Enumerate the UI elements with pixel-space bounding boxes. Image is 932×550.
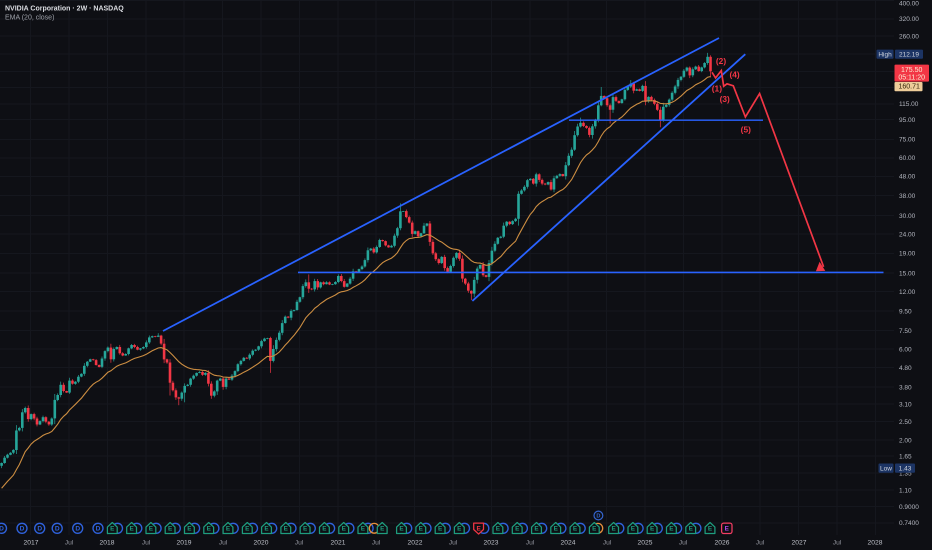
svg-text:1.10: 1.10 <box>899 487 912 494</box>
svg-text:2021: 2021 <box>331 540 346 547</box>
svg-text:E: E <box>129 526 134 533</box>
svg-text:Jul: Jul <box>756 540 765 547</box>
svg-text:E: E <box>168 526 173 533</box>
svg-text:Jul: Jul <box>526 540 535 547</box>
svg-text:30.00: 30.00 <box>899 213 916 220</box>
svg-text:2022: 2022 <box>408 540 423 547</box>
svg-text:05:11:20: 05:11:20 <box>898 75 925 82</box>
svg-text:E: E <box>457 526 462 533</box>
svg-text:EMA (20, close): EMA (20, close) <box>5 14 54 21</box>
svg-text:2019: 2019 <box>177 540 192 547</box>
svg-text:6.00: 6.00 <box>899 346 912 353</box>
svg-text:E: E <box>573 526 578 533</box>
svg-text:D: D <box>596 514 600 520</box>
svg-text:2018: 2018 <box>100 540 115 547</box>
svg-text:E: E <box>438 526 443 533</box>
svg-text:E: E <box>669 526 674 533</box>
svg-text:400.00: 400.00 <box>899 0 919 7</box>
svg-text:E: E <box>245 526 250 533</box>
svg-text:15.00: 15.00 <box>899 270 916 277</box>
svg-text:212.19: 212.19 <box>899 52 919 59</box>
svg-text:Jul: Jul <box>142 540 151 547</box>
svg-text:E: E <box>264 526 269 533</box>
svg-text:E: E <box>476 525 481 532</box>
svg-text:1.35: 1.35 <box>899 470 912 477</box>
svg-text:60.00: 60.00 <box>899 155 916 162</box>
svg-text:E: E <box>207 526 212 533</box>
svg-text:E: E <box>284 526 289 533</box>
svg-text:2.50: 2.50 <box>899 419 912 426</box>
svg-text:2020: 2020 <box>254 540 269 547</box>
svg-text:NVIDIA Corporation · 2W · NASD: NVIDIA Corporation · 2W · NASDAQ <box>5 6 124 13</box>
svg-text:Jul: Jul <box>295 540 304 547</box>
svg-text:(5): (5) <box>741 124 751 134</box>
svg-text:48.00: 48.00 <box>899 174 916 181</box>
svg-text:E: E <box>708 526 713 533</box>
svg-text:3.10: 3.10 <box>899 401 912 408</box>
svg-text:3.80: 3.80 <box>899 384 912 391</box>
svg-text:E: E <box>631 526 636 533</box>
svg-text:E: E <box>380 526 385 533</box>
svg-text:Jul: Jul <box>219 540 228 547</box>
svg-text:Jul: Jul <box>65 540 74 547</box>
svg-text:(2): (2) <box>716 56 726 66</box>
svg-text:7.50: 7.50 <box>899 328 912 335</box>
svg-text:160.71: 160.71 <box>899 84 921 91</box>
svg-text:E: E <box>650 526 655 533</box>
svg-text:E: E <box>322 526 327 533</box>
svg-text:E: E <box>689 526 694 533</box>
svg-text:0.9000: 0.9000 <box>899 504 919 511</box>
svg-text:Low: Low <box>880 465 892 472</box>
svg-text:E: E <box>611 526 616 533</box>
svg-text:Jul: Jul <box>603 540 612 547</box>
svg-text:1.65: 1.65 <box>899 454 912 461</box>
svg-text:95.00: 95.00 <box>899 117 916 124</box>
svg-text:E: E <box>303 526 308 533</box>
svg-text:2.00: 2.00 <box>899 438 912 445</box>
svg-text:12.00: 12.00 <box>899 289 916 296</box>
svg-text:1.43: 1.43 <box>899 465 912 472</box>
svg-text:19.00: 19.00 <box>899 251 916 258</box>
svg-text:75.00: 75.00 <box>899 137 916 144</box>
svg-text:E: E <box>110 526 115 533</box>
svg-text:E: E <box>515 526 520 533</box>
svg-text:2017: 2017 <box>24 540 39 547</box>
svg-text:Jul: Jul <box>372 540 381 547</box>
svg-text:Jul: Jul <box>449 540 458 547</box>
svg-text:24.00: 24.00 <box>899 231 916 238</box>
svg-text:E: E <box>496 526 501 533</box>
svg-text:E: E <box>419 526 424 533</box>
svg-text:E: E <box>226 526 231 533</box>
svg-text:E: E <box>342 526 347 533</box>
svg-text:Jul: Jul <box>833 540 842 547</box>
svg-text:E: E <box>725 526 730 533</box>
svg-text:High: High <box>878 52 892 59</box>
svg-text:E: E <box>554 526 559 533</box>
svg-text:E: E <box>399 526 404 533</box>
svg-text:(3): (3) <box>720 94 730 104</box>
svg-text:320.00: 320.00 <box>899 16 919 23</box>
svg-text:175.50: 175.50 <box>901 67 923 74</box>
svg-text:2024: 2024 <box>561 540 576 547</box>
svg-text:E: E <box>361 526 366 533</box>
svg-text:2028: 2028 <box>868 540 883 547</box>
svg-text:(4): (4) <box>729 69 739 79</box>
svg-text:4.80: 4.80 <box>899 365 912 372</box>
svg-text:(1): (1) <box>712 83 722 93</box>
svg-text:E: E <box>534 526 539 533</box>
svg-text:E: E <box>187 526 192 533</box>
svg-text:9.50: 9.50 <box>899 308 912 315</box>
svg-text:E: E <box>149 526 154 533</box>
svg-text:115.00: 115.00 <box>899 101 919 108</box>
svg-text:Jul: Jul <box>679 540 688 547</box>
svg-text:E: E <box>592 526 597 533</box>
svg-text:38.00: 38.00 <box>899 193 916 200</box>
svg-text:2027: 2027 <box>792 540 807 547</box>
svg-text:2025: 2025 <box>638 540 653 547</box>
svg-text:0.7400: 0.7400 <box>899 520 919 527</box>
svg-text:260.00: 260.00 <box>899 34 919 41</box>
svg-text:2026: 2026 <box>715 540 730 547</box>
svg-text:2023: 2023 <box>484 540 499 547</box>
